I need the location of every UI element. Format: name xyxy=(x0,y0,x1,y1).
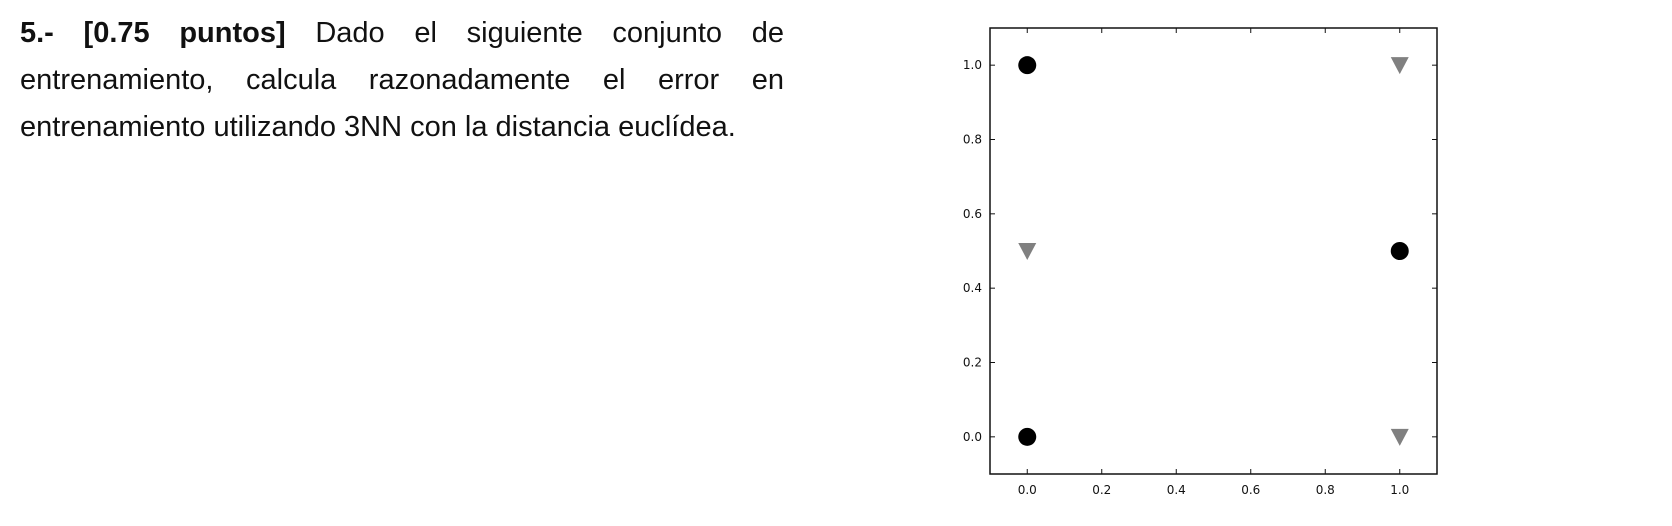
tick-labels: 0.0 0.2 0.4 0.6 0.8 1.0 0.0 0.2 0.4 0.6 0.8 1.0 xyxy=(963,58,1409,497)
data-points xyxy=(1018,56,1409,446)
question-statement: Dado el siguiente conjunto de entrenamie… xyxy=(20,17,785,143)
triangle-point xyxy=(1390,428,1409,446)
question-number: 5.- [0.75 puntos] xyxy=(20,17,286,49)
x-tick-label: 0.6 xyxy=(1241,483,1260,497)
y-tick-label: 0.4 xyxy=(963,281,982,295)
x-tick-label: 0.0 xyxy=(1018,483,1037,497)
y-tick-label: 0.8 xyxy=(963,133,982,147)
y-tick-label: 0.6 xyxy=(963,207,982,221)
triangle-point xyxy=(1390,57,1409,75)
x-tick-label: 0.8 xyxy=(1316,483,1335,497)
circle-point xyxy=(1018,427,1037,446)
x-tick-label: 1.0 xyxy=(1390,483,1409,497)
y-tick-label: 0.2 xyxy=(963,356,982,370)
y-tick-label: 1.0 xyxy=(963,58,982,72)
circle-point xyxy=(1390,242,1409,260)
triangle-point xyxy=(1018,243,1037,260)
x-tick-label: 0.2 xyxy=(1092,483,1111,497)
x-tick-label: 0.4 xyxy=(1167,483,1186,497)
y-tick-label: 0.0 xyxy=(963,430,982,444)
axis-ticks xyxy=(990,28,1437,474)
plot-frame xyxy=(989,27,1438,475)
circle-point xyxy=(1018,56,1037,75)
question-text-block: 5.- [0.75 puntos] Dado el siguiente conj… xyxy=(20,10,784,151)
